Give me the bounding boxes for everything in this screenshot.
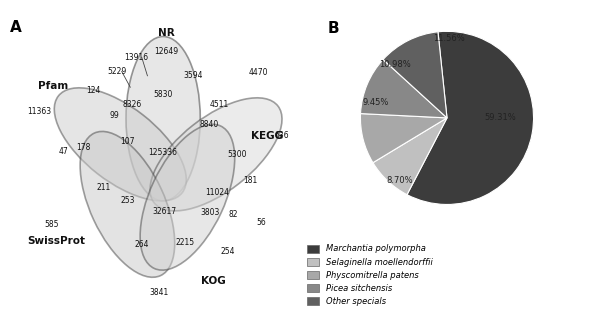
- Legend: Marchantia polymorpha, Selaginella moellendorffii, Physcomitrella patens, Picea : Marchantia polymorpha, Selaginella moell…: [304, 241, 436, 309]
- Text: 11363: 11363: [27, 107, 51, 116]
- Text: 11024: 11024: [205, 188, 229, 197]
- Text: 56: 56: [257, 218, 266, 227]
- Text: 8.70%: 8.70%: [386, 176, 413, 185]
- Text: 5830: 5830: [154, 90, 173, 99]
- Text: 178: 178: [76, 143, 91, 152]
- Text: 107: 107: [120, 137, 134, 146]
- Text: 3594: 3594: [184, 71, 203, 80]
- Text: 9.45%: 9.45%: [363, 98, 389, 107]
- Text: 211: 211: [96, 183, 110, 192]
- Text: 4511: 4511: [209, 100, 229, 109]
- Text: 254: 254: [220, 247, 235, 256]
- Text: 253: 253: [120, 195, 134, 204]
- Wedge shape: [407, 31, 533, 204]
- Text: 11.56%: 11.56%: [433, 34, 464, 43]
- Wedge shape: [383, 32, 447, 118]
- Text: NR: NR: [158, 28, 175, 38]
- Ellipse shape: [80, 131, 175, 277]
- Text: 8326: 8326: [122, 100, 142, 109]
- Text: 124: 124: [86, 86, 100, 95]
- Text: 5229: 5229: [108, 67, 127, 76]
- Text: 4470: 4470: [249, 68, 269, 78]
- Text: 13916: 13916: [124, 53, 148, 62]
- Text: 12649: 12649: [154, 47, 178, 56]
- Ellipse shape: [126, 36, 200, 201]
- Ellipse shape: [150, 98, 282, 211]
- Text: 47: 47: [58, 147, 68, 156]
- Text: 59.31%: 59.31%: [485, 113, 517, 122]
- Text: KEGG: KEGG: [251, 131, 283, 141]
- Ellipse shape: [54, 88, 186, 201]
- Text: 3803: 3803: [200, 208, 220, 217]
- Text: 264: 264: [134, 240, 149, 249]
- Text: SwissProt: SwissProt: [27, 236, 85, 246]
- Ellipse shape: [140, 124, 235, 270]
- Text: 636: 636: [274, 131, 289, 140]
- Wedge shape: [361, 59, 447, 118]
- Text: B: B: [328, 21, 339, 36]
- Text: 125336: 125336: [149, 149, 178, 157]
- Text: Pfam: Pfam: [38, 81, 68, 91]
- Wedge shape: [361, 114, 447, 163]
- Text: 32617: 32617: [152, 207, 176, 216]
- Text: 5300: 5300: [227, 150, 247, 159]
- Text: 82: 82: [229, 210, 238, 219]
- Wedge shape: [373, 118, 447, 195]
- Text: 3841: 3841: [149, 288, 169, 297]
- Text: 10.98%: 10.98%: [379, 60, 411, 69]
- Text: A: A: [10, 20, 22, 35]
- Text: 585: 585: [44, 220, 59, 229]
- Text: KOG: KOG: [201, 276, 226, 287]
- Text: 8840: 8840: [199, 120, 218, 129]
- Text: 2215: 2215: [175, 238, 194, 247]
- Text: 181: 181: [243, 176, 257, 184]
- Text: 99: 99: [110, 111, 119, 120]
